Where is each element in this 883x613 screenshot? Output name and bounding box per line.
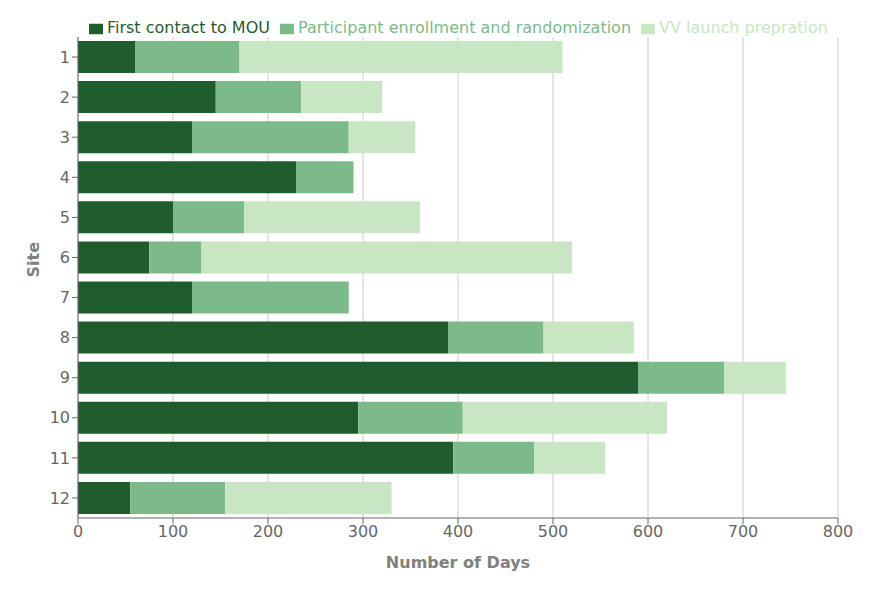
- svg-text:8: 8: [60, 328, 70, 347]
- svg-text:4: 4: [60, 168, 70, 187]
- svg-text:200: 200: [253, 522, 284, 541]
- svg-text:2: 2: [60, 88, 70, 107]
- html-text:VV launch prepration: VV launch prepration: [659, 18, 828, 37]
- svg-text:Number of Days: Number of Days: [386, 553, 530, 572]
- svg-text:12: 12: [50, 489, 70, 508]
- svg-text:300: 300: [348, 522, 379, 541]
- svg-text:600: 600: [633, 522, 664, 541]
- svg-text:100: 100: [158, 522, 189, 541]
- svg-text:500: 500: [538, 522, 569, 541]
- svg-text:11: 11: [50, 449, 70, 468]
- svg-text:0: 0: [73, 522, 83, 541]
- svg-text:3: 3: [60, 128, 70, 147]
- svg-text:9: 9: [60, 368, 70, 387]
- svg-text:10: 10: [50, 408, 70, 427]
- svg-text:Site: Site: [24, 242, 43, 278]
- html-text:First contact to MOU: First contact to MOU: [107, 18, 270, 37]
- svg-text:5: 5: [60, 208, 70, 227]
- html-text:Participant enrollment and ran: Participant enrollment and randomization: [298, 18, 631, 37]
- svg-text:6: 6: [60, 248, 70, 267]
- svg-text:700: 700: [728, 522, 759, 541]
- svg-text:400: 400: [443, 522, 474, 541]
- svg-text:800: 800: [823, 522, 854, 541]
- svg-text:1: 1: [60, 48, 70, 67]
- svg-text:7: 7: [60, 288, 70, 307]
